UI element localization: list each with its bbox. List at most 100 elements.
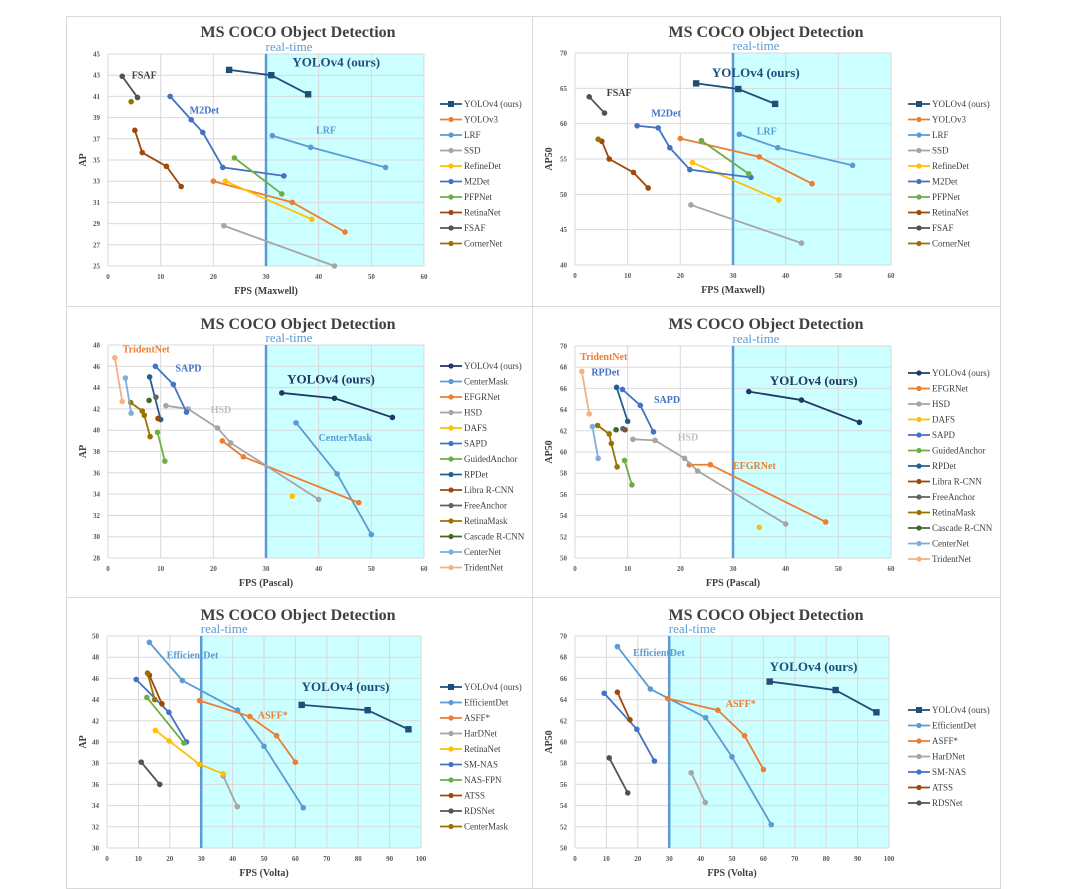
series-ssd <box>688 202 805 246</box>
legend-swatch-marker <box>448 240 454 247</box>
data-point <box>627 716 633 723</box>
legend-label: SAPD <box>932 430 956 440</box>
y-tick-label: 70 <box>560 50 568 58</box>
y-tick-label: 55 <box>560 156 568 164</box>
data-point <box>677 135 684 142</box>
legend-item: HarDNet <box>908 752 965 762</box>
legend-label: SAPD <box>464 439 488 449</box>
legend-label: Libra R-CNN <box>932 477 982 487</box>
series-line <box>113 357 124 402</box>
data-point <box>614 643 621 650</box>
chart-title: MS COCO Object Detection <box>200 316 395 333</box>
data-point <box>776 197 782 203</box>
x-tick-label: 40 <box>697 855 705 863</box>
series-efgrnet <box>219 438 362 506</box>
x-tick-label: 30 <box>198 855 206 863</box>
x-axis-label: FPS (Maxwell) <box>701 285 765 296</box>
legend-swatch-marker <box>916 147 922 154</box>
data-point <box>364 707 371 714</box>
data-point <box>688 769 694 776</box>
x-tick-label: 30 <box>666 855 674 863</box>
legend-swatch-marker <box>916 707 922 713</box>
data-point <box>624 790 631 796</box>
y-tick-label: 42 <box>93 405 101 413</box>
legend-swatch-marker <box>448 471 454 478</box>
y-tick-label: 39 <box>93 114 101 122</box>
y-tick-label: 28 <box>93 555 101 563</box>
series-line <box>616 691 631 721</box>
data-point <box>152 363 159 370</box>
legend: YOLOv4 (ours) EfficientDet ASFF* HarDNet Ret… <box>440 682 522 832</box>
series-line <box>597 424 619 468</box>
data-point <box>606 431 613 437</box>
series-libra-r-cnn <box>155 415 161 422</box>
legend-item: Cascade R-CNN <box>440 532 525 542</box>
annotation-label: ASFF* <box>726 699 756 710</box>
legend-item: TridentNet <box>908 554 972 564</box>
series-retinanet <box>599 138 652 191</box>
legend-label: CornerNet <box>932 239 970 249</box>
legend-label: FreeAnchor <box>464 501 507 511</box>
data-point <box>756 154 763 160</box>
data-point <box>715 707 721 713</box>
data-point <box>651 758 658 764</box>
chart-6: 50 52 54 56 58 60 62 64 66 68 70 0 10 20 30 40 50 60 70 80 9… <box>544 607 990 879</box>
data-point <box>729 754 735 760</box>
x-tick-label: 10 <box>157 565 165 573</box>
y-tick-label: 41 <box>93 93 101 101</box>
data-point <box>304 91 312 98</box>
data-point <box>774 144 781 151</box>
data-point <box>637 402 644 409</box>
legend-swatch-marker <box>916 101 922 107</box>
data-point <box>309 216 315 223</box>
legend-item: EFGRNet <box>440 392 500 402</box>
legend-label: HSD <box>932 399 951 409</box>
legend-label: FreeAnchor <box>932 492 975 502</box>
x-axis-label: FPS (Pascal) <box>239 578 293 589</box>
legend-swatch-marker <box>916 447 922 454</box>
legend-label: SSD <box>464 146 481 156</box>
series-sapd <box>619 386 657 435</box>
y-axis-label: AP <box>78 735 89 748</box>
x-tick-label: 30 <box>730 565 738 573</box>
x-tick-label: 0 <box>106 273 110 281</box>
data-point <box>178 183 185 190</box>
data-point <box>196 697 203 704</box>
data-point <box>146 639 153 646</box>
data-point <box>832 686 839 694</box>
realtime-label: real-time <box>201 621 248 636</box>
legend-item: RefineDet <box>440 161 501 171</box>
series-line <box>156 432 166 462</box>
legend-label: RDSNet <box>932 798 963 808</box>
data-point <box>736 131 743 138</box>
legend-label: YOLOv4 (ours) <box>464 682 522 692</box>
annotation-label: ASFF* <box>258 711 288 722</box>
series-line <box>580 371 591 414</box>
data-point <box>196 761 203 768</box>
data-point <box>225 66 233 74</box>
series-asff- <box>196 697 299 765</box>
legend-swatch-marker <box>448 564 454 571</box>
legend-swatch-marker <box>448 225 454 231</box>
data-point <box>586 411 593 417</box>
y-tick-label: 56 <box>560 781 568 789</box>
y-tick-label: 68 <box>560 654 568 662</box>
series-line <box>199 699 297 763</box>
series-line <box>667 697 765 770</box>
series-centermask <box>144 670 158 703</box>
x-tick-label: 10 <box>603 855 611 863</box>
series-line <box>690 772 707 803</box>
y-tick-label: 50 <box>560 555 568 563</box>
legend-swatch-marker <box>916 385 922 392</box>
x-tick-label: 10 <box>624 272 632 280</box>
legend-item: FSAF <box>440 223 486 233</box>
legend-item: CornerNet <box>908 239 970 249</box>
data-point <box>188 116 195 123</box>
y-tick-label: 32 <box>92 823 100 831</box>
data-point <box>334 471 340 477</box>
annotation-label: YOLOv4 (ours) <box>292 55 380 70</box>
legend-item: RDSNet <box>908 798 963 808</box>
series-yolov4-ours- <box>279 390 396 421</box>
y-tick-label: 43 <box>93 72 101 80</box>
